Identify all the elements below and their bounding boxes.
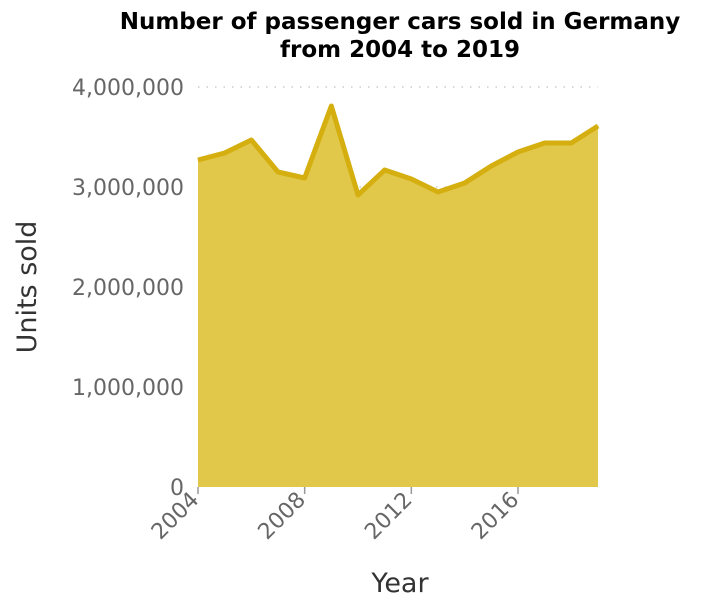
y-axis-ticks: 0 1,000,000 2,000,000 3,000,000 4,000,000 bbox=[72, 76, 184, 501]
data-point-2013 bbox=[437, 191, 439, 193]
data-point-2017 bbox=[544, 142, 546, 144]
y-tick-label: 4,000,000 bbox=[72, 76, 184, 101]
x-axis-label: Year bbox=[370, 568, 429, 599]
y-tick-label: 1,000,000 bbox=[72, 376, 184, 401]
x-tick-label: 2012 bbox=[360, 488, 417, 545]
area-fill bbox=[198, 106, 598, 487]
x-tick-label: 2016 bbox=[467, 488, 524, 545]
data-point-2016 bbox=[517, 151, 519, 153]
data-point-2012 bbox=[410, 178, 412, 180]
y-tick-label: 0 bbox=[170, 476, 184, 501]
plot-area bbox=[197, 103, 600, 487]
x-tick-label: 2008 bbox=[254, 488, 311, 545]
y-tick-label: 3,000,000 bbox=[72, 176, 184, 201]
data-point-2014 bbox=[464, 182, 466, 184]
x-axis-ticks: 2004 2008 2012 2016 bbox=[147, 487, 524, 545]
data-point-2018 bbox=[570, 142, 572, 144]
data-point-2010 bbox=[357, 194, 359, 196]
data-point-2006 bbox=[250, 139, 252, 141]
data-point-2005 bbox=[224, 152, 226, 154]
chart-title-line-2: from 2004 to 2019 bbox=[280, 37, 520, 63]
chart-title-line-1: Number of passenger cars sold in Germany bbox=[120, 9, 681, 35]
data-point-2015 bbox=[490, 165, 492, 167]
data-point-2004 bbox=[197, 159, 199, 161]
data-point-2009 bbox=[330, 105, 332, 107]
y-axis-label: Units sold bbox=[12, 221, 43, 354]
data-point-2011 bbox=[384, 169, 386, 171]
data-point-2007 bbox=[277, 171, 279, 173]
y-tick-label: 2,000,000 bbox=[72, 276, 184, 301]
data-point-2008 bbox=[304, 177, 306, 179]
data-point-2019 bbox=[597, 125, 599, 127]
series-line bbox=[197, 103, 600, 198]
